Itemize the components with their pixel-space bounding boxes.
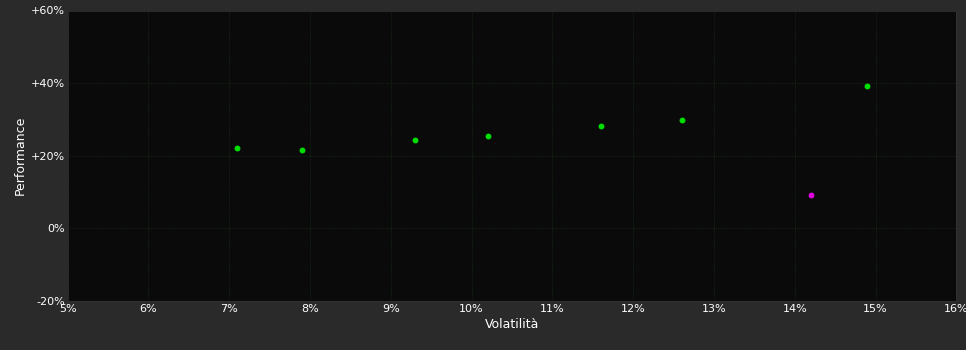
- Point: [295, 147, 310, 153]
- Point: [593, 123, 609, 128]
- Y-axis label: Performance: Performance: [14, 116, 26, 195]
- Point: [803, 192, 818, 198]
- Point: [674, 117, 690, 123]
- Point: [408, 138, 423, 143]
- Point: [230, 145, 245, 150]
- Point: [860, 83, 875, 89]
- Point: [480, 133, 496, 139]
- X-axis label: Volatilità: Volatilità: [485, 318, 539, 331]
